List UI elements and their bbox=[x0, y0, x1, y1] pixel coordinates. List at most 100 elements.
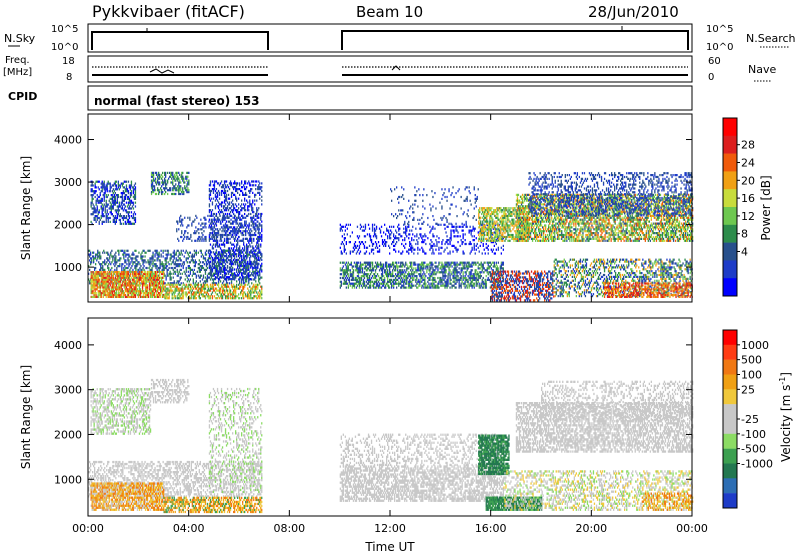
heatmap-cell bbox=[161, 250, 162, 252]
heatmap-cell bbox=[101, 271, 102, 273]
heatmap-cell bbox=[128, 192, 129, 194]
heatmap-cell bbox=[194, 250, 195, 252]
heatmap-cell bbox=[109, 261, 110, 263]
heatmap-cell bbox=[181, 174, 182, 176]
heatmap-cell bbox=[153, 176, 154, 178]
heatmap-cell bbox=[96, 221, 97, 223]
nave-tick-bottom: 0 bbox=[708, 72, 714, 83]
heatmap-cell bbox=[118, 252, 119, 254]
heatmap-cell bbox=[149, 259, 150, 261]
heatmap-cell bbox=[97, 219, 98, 221]
heatmap-cell bbox=[157, 269, 158, 271]
heatmap-cell bbox=[98, 186, 99, 188]
heatmap-cell bbox=[167, 180, 168, 182]
heatmap-cell bbox=[223, 280, 224, 282]
heatmap-cell bbox=[93, 261, 94, 263]
heatmap-cell bbox=[166, 267, 167, 269]
heatmap-cell bbox=[116, 269, 117, 271]
heatmap-cell bbox=[202, 278, 203, 280]
heatmap-cell bbox=[126, 184, 127, 186]
heatmap-cell bbox=[127, 250, 128, 252]
heatmap-cell bbox=[95, 196, 96, 198]
heatmap-cell bbox=[166, 183, 167, 185]
heatmap-cell bbox=[159, 255, 160, 257]
heatmap-cell bbox=[179, 271, 180, 273]
heatmap-cell bbox=[184, 263, 185, 265]
heatmap-cell bbox=[96, 186, 97, 188]
heatmap-cell bbox=[111, 186, 112, 188]
heatmap-cell bbox=[133, 186, 134, 188]
heatmap-cell bbox=[155, 189, 156, 191]
heatmap-cell bbox=[175, 193, 176, 195]
heatmap-cell bbox=[168, 254, 169, 256]
radar-figure: Pykkvibaer (fitACF) Beam 10 28/Jun/2010 … bbox=[0, 0, 800, 554]
heatmap-cell bbox=[173, 259, 174, 261]
heatmap-cell bbox=[108, 213, 109, 215]
heatmap-cell bbox=[178, 273, 179, 275]
heatmap-cell bbox=[123, 209, 124, 211]
heatmap-cell bbox=[95, 263, 96, 265]
heatmap-cell bbox=[168, 261, 169, 263]
heatmap-cell bbox=[164, 269, 165, 271]
heatmap-cell bbox=[183, 250, 184, 252]
heatmap-cell bbox=[116, 186, 117, 188]
heatmap-cell bbox=[180, 181, 181, 183]
heatmap-cell bbox=[156, 183, 157, 185]
heatmap-cell bbox=[120, 184, 121, 186]
heatmap-cell bbox=[169, 263, 170, 265]
heatmap-cell bbox=[122, 198, 123, 200]
heatmap-cell bbox=[201, 250, 202, 252]
heatmap-cell bbox=[156, 193, 157, 195]
heatmap-cell bbox=[173, 273, 174, 275]
heatmap-cell bbox=[111, 209, 112, 211]
heatmap-cell bbox=[136, 259, 137, 261]
heatmap-cell bbox=[138, 269, 139, 271]
heatmap-cell bbox=[171, 178, 172, 180]
heatmap-cell bbox=[97, 198, 98, 200]
heatmap-cell bbox=[166, 277, 167, 279]
heatmap-cell bbox=[117, 217, 118, 219]
heatmap-cell bbox=[201, 252, 202, 254]
heatmap-cell bbox=[208, 259, 209, 261]
heatmap-cell bbox=[198, 252, 199, 254]
heatmap-cell bbox=[175, 271, 176, 273]
heatmap-cell bbox=[103, 205, 104, 207]
heatmap-cell bbox=[95, 255, 96, 257]
heatmap-cell bbox=[141, 269, 142, 271]
heatmap-cell bbox=[204, 263, 205, 265]
heatmap-cell bbox=[111, 267, 112, 269]
heatmap-cell bbox=[113, 184, 114, 186]
heatmap-cell bbox=[135, 205, 136, 207]
heatmap-cell bbox=[95, 286, 96, 288]
heatmap-cell bbox=[184, 271, 185, 273]
heatmap-cell bbox=[160, 265, 161, 267]
heatmap-cell bbox=[121, 223, 122, 225]
heatmap-cell bbox=[135, 269, 136, 271]
heatmap-cell bbox=[193, 278, 194, 280]
heatmap-cell bbox=[93, 194, 94, 196]
heatmap-cell bbox=[127, 205, 128, 207]
heatmap-cell bbox=[173, 277, 174, 279]
heatmap-cell bbox=[138, 261, 139, 263]
heatmap-cell bbox=[159, 183, 160, 185]
nave-tick-top: 60 bbox=[708, 56, 721, 67]
heatmap-cell bbox=[101, 217, 102, 219]
heatmap-cell bbox=[152, 254, 153, 256]
heatmap-cell bbox=[137, 263, 138, 265]
heatmap-cell bbox=[92, 202, 93, 204]
heatmap-cell bbox=[148, 267, 149, 269]
heatmap-cell bbox=[93, 184, 94, 186]
heatmap-cell bbox=[122, 205, 123, 207]
heatmap-cell bbox=[107, 211, 108, 213]
heatmap-cell bbox=[127, 267, 128, 269]
heatmap-cell bbox=[162, 180, 163, 182]
heatmap-cell bbox=[116, 221, 117, 223]
heatmap-cell bbox=[92, 188, 93, 190]
heatmap-cell bbox=[115, 223, 116, 225]
heatmap-cell bbox=[157, 250, 158, 252]
heatmap-cell bbox=[118, 181, 119, 183]
heatmap-cell bbox=[135, 221, 136, 223]
heatmap-cell bbox=[123, 267, 124, 269]
heatmap-cell bbox=[254, 278, 255, 280]
heatmap-cell bbox=[152, 187, 153, 189]
